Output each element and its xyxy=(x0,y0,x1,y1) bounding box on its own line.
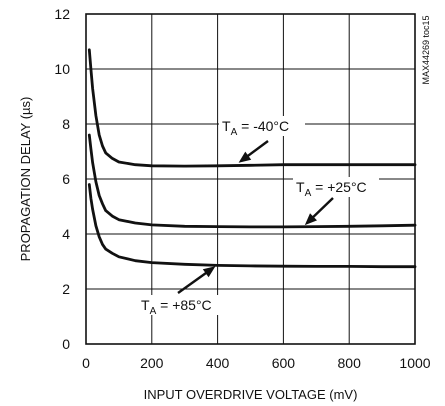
y-tick-label: 12 xyxy=(54,6,70,22)
label-main: T xyxy=(222,118,231,134)
plot-frame xyxy=(85,13,416,345)
series-line-1 xyxy=(87,133,417,229)
y-tick-label: 10 xyxy=(54,61,70,77)
y-tick-label: 2 xyxy=(62,281,70,297)
label-plus85: TA = +85°C xyxy=(141,297,212,317)
arrow-head xyxy=(238,151,252,163)
figure-id-label: MAX44269 toc15 xyxy=(421,15,431,84)
tick-labels: 0 200 400 600 800 1000 0 2 4 6 8 10 12 xyxy=(54,6,430,371)
y-tick-label: 4 xyxy=(62,226,70,242)
arrow-head xyxy=(202,266,216,278)
x-axis-label: INPUT OVERDRIVE VOLTAGE (mV) xyxy=(144,387,358,402)
label-rest: = -40°C xyxy=(237,118,289,134)
label-subscript: A xyxy=(150,306,157,317)
series-line-0 xyxy=(87,48,417,168)
label-main: T xyxy=(141,297,150,313)
label-plus25: TA = +25°C xyxy=(296,179,367,199)
series-layer xyxy=(87,48,417,269)
y-tick-label: 0 xyxy=(62,336,70,352)
label-background xyxy=(138,295,224,315)
annotations: TA = -40°CTA = +25°CTA = +85°C xyxy=(138,116,379,317)
y-axis-label: PROPAGATION DELAY (µs) xyxy=(18,97,33,262)
x-tick-label: 0 xyxy=(82,355,90,371)
x-tick-label: 1000 xyxy=(399,355,430,371)
label-subscript: A xyxy=(231,127,238,138)
label-background xyxy=(293,177,379,197)
x-tick-label: 800 xyxy=(338,355,362,371)
label-background xyxy=(219,116,305,136)
label-minus40: TA = -40°C xyxy=(222,118,289,138)
x-tick-label: 600 xyxy=(272,355,296,371)
label-main: T xyxy=(296,179,305,195)
label-rest: = +85°C xyxy=(156,297,211,313)
x-tick-label: 200 xyxy=(140,355,164,371)
label-rest: = +25°C xyxy=(311,179,366,195)
y-tick-label: 8 xyxy=(62,116,70,132)
x-tick-label: 400 xyxy=(206,355,230,371)
arrow-head xyxy=(304,213,317,226)
label-subscript: A xyxy=(305,188,312,199)
y-tick-label: 6 xyxy=(62,171,70,187)
series-line-2 xyxy=(87,183,417,269)
